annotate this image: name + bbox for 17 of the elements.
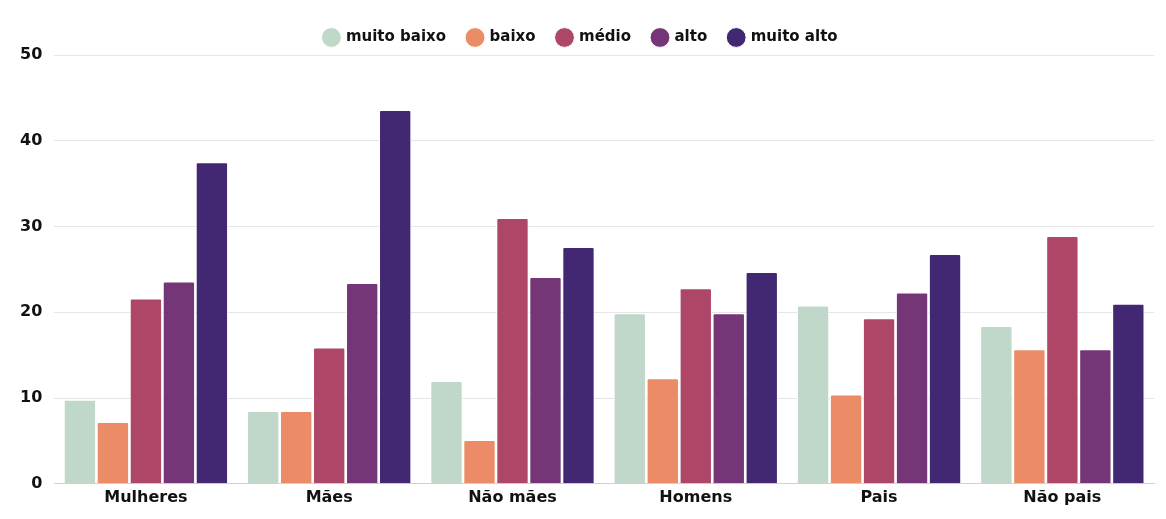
legend-label: médio — [579, 27, 631, 46]
x-tick-label: Não pais — [1023, 486, 1102, 506]
legend-label: alto — [674, 27, 708, 46]
x-tick-label: Não mães — [468, 486, 557, 506]
y-tick-label: 20 — [20, 301, 43, 321]
y-tick-label: 50 — [20, 44, 43, 64]
legend-label: muito alto — [750, 27, 838, 46]
y-tick-label: 30 — [20, 215, 43, 235]
legend-label: muito baixo — [345, 27, 447, 46]
y-tick-label: 40 — [20, 129, 43, 149]
y-tick-label: 0 — [31, 472, 43, 492]
x-tick-label: Pais — [860, 486, 898, 506]
x-tick-label: Homens — [659, 486, 733, 506]
x-tick-label: Mulheres — [104, 486, 188, 506]
y-tick-label: 10 — [20, 387, 43, 407]
legend-label: baixo — [489, 27, 536, 46]
x-tick-label: Mães — [305, 486, 353, 506]
